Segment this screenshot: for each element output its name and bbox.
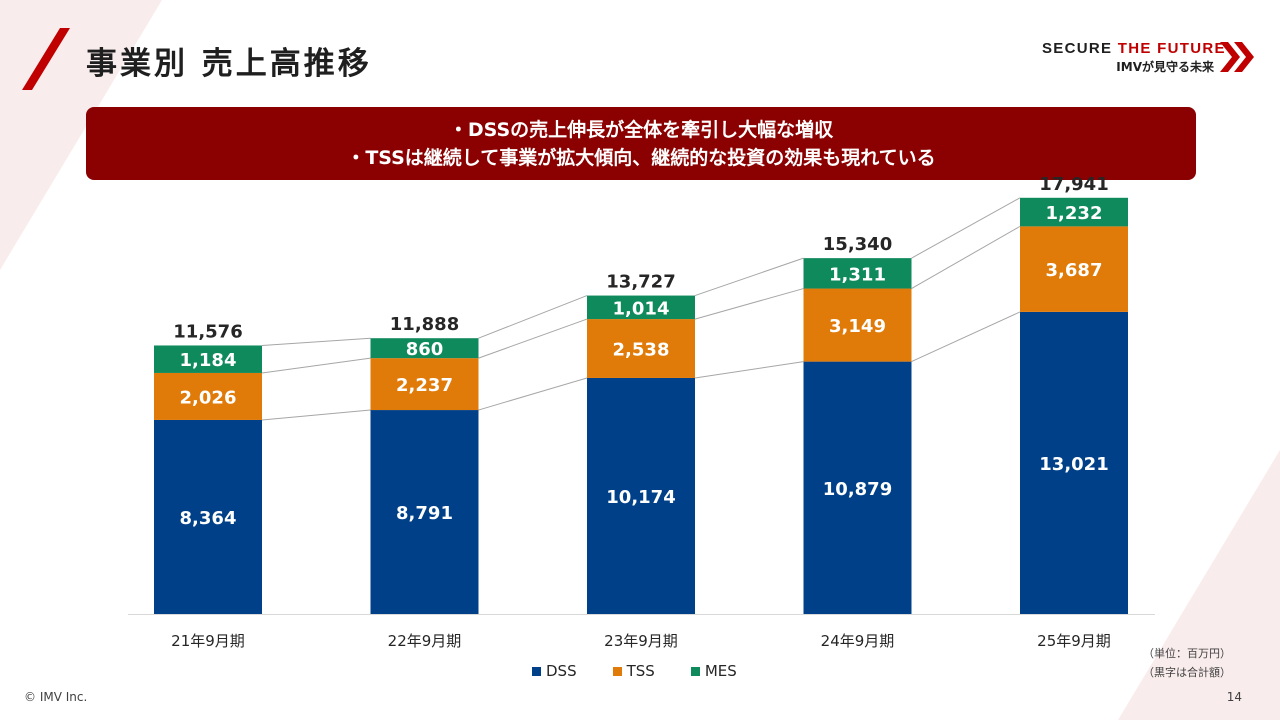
bar-mes-239	[587, 295, 695, 320]
double-chevron-icon	[1220, 42, 1254, 72]
data-label-tss-249: 3,149	[829, 316, 886, 337]
bar-tss-259	[1020, 226, 1128, 312]
data-label-mes-229: 860	[406, 339, 444, 360]
chart-legend: DSS TSS MES	[532, 662, 737, 680]
bar-dss-229	[370, 410, 479, 614]
legend-item-dss: DSS	[532, 662, 577, 680]
connector-line-mes-2	[478, 295, 588, 339]
connector-line-tss-4	[911, 225, 1021, 289]
data-label-tss-259: 3,687	[1046, 260, 1103, 281]
bar-tss-239	[587, 319, 695, 378]
connector-line-tss-1	[261, 357, 371, 374]
bar-dss-249	[803, 361, 912, 614]
title-accent-slash	[22, 28, 70, 90]
data-label-tss-239: 2,538	[613, 340, 670, 361]
unit-note: （単位：百万円） （黒字は合計額）	[1143, 644, 1231, 682]
summary-banner: ・DSSの売上伸長が全体を牽引し大幅な増収 ・TSSは継続して事業が拡大傾向、継…	[86, 107, 1196, 180]
connector-line-dss-1	[261, 409, 371, 421]
bar-mes-249	[803, 258, 912, 289]
data-label-tss-219: 2,026	[180, 387, 237, 408]
bar-dss-239	[587, 377, 695, 614]
legend-item-tss: TSS	[612, 662, 655, 680]
banner-line-1: ・DSSの売上伸長が全体を牽引し大幅な増収	[448, 118, 834, 141]
bar-mes-229	[370, 338, 479, 359]
legend-label-dss: DSS	[546, 662, 577, 680]
data-label-mes-219: 1,184	[180, 350, 237, 371]
data-label-mes-259: 1,232	[1046, 203, 1103, 224]
copyright: © IMV Inc.	[24, 690, 88, 704]
bar-tss-249	[803, 288, 912, 362]
x-tick-label-249: 24年9月期	[821, 632, 895, 650]
x-tick-label-229: 22年9月期	[388, 632, 462, 650]
connector-line-dss-4	[911, 311, 1021, 363]
x-tick-label-239: 23年9月期	[604, 632, 678, 650]
bar-dss-259	[1020, 311, 1128, 614]
legend-swatch-tss	[612, 666, 622, 676]
connector-line-mes-1	[261, 337, 371, 346]
banner-line-2: ・TSSは継続して事業が拡大傾向、継続的な投資の効果も現れている	[346, 146, 936, 169]
brand-slogan-main: SECURE	[1042, 40, 1113, 57]
total-label-259: 17,941	[1039, 174, 1108, 195]
connector-line-mes-4	[911, 197, 1021, 259]
legend-label-mes: MES	[704, 662, 737, 680]
legend-swatch-mes	[690, 666, 700, 676]
legend-swatch-dss	[532, 666, 541, 676]
unit-note-unit: （単位：百万円）	[1143, 647, 1231, 660]
page-title: 事業別 売上高推移	[86, 46, 372, 82]
total-label-249: 15,340	[823, 234, 892, 255]
data-label-dss-259: 13,021	[1039, 454, 1108, 475]
data-label-dss-249: 10,879	[823, 479, 892, 500]
total-label-229: 11,888	[390, 314, 459, 335]
brand-slogan: SECURE THE FUTURE	[1042, 40, 1226, 57]
x-tick-label-259: 25年9月期	[1037, 632, 1111, 650]
data-label-mes-239: 1,014	[613, 298, 670, 319]
page-number: 14	[1226, 690, 1242, 704]
legend-item-mes: MES	[690, 662, 737, 680]
data-label-dss-239: 10,174	[606, 487, 675, 508]
connector-line-mes-3	[694, 257, 804, 297]
connector-line-dss-3	[694, 361, 804, 379]
data-label-mes-249: 1,311	[829, 264, 886, 285]
data-label-dss-219: 8,364	[180, 508, 237, 529]
total-label-219: 11,576	[173, 321, 242, 342]
connector-line-tss-3	[694, 288, 804, 320]
brand-slogan-sub: IMVが見守る未来	[1116, 60, 1214, 74]
total-label-239: 13,727	[606, 272, 675, 293]
data-label-tss-229: 2,237	[396, 375, 453, 396]
data-label-dss-229: 8,791	[396, 503, 453, 524]
bar-dss-219	[154, 419, 262, 614]
bar-mes-219	[154, 345, 262, 373]
connector-line-tss-2	[478, 318, 588, 359]
connector-line-dss-2	[478, 377, 588, 411]
bar-tss-219	[154, 372, 262, 420]
x-tick-label-219: 21年9月期	[171, 632, 245, 650]
bar-tss-229	[370, 358, 479, 411]
brand-logo: SECURE THE FUTURE IMVが見守る未来	[1040, 38, 1258, 78]
brand-slogan-accent: THE FUTURE	[1117, 40, 1226, 57]
bar-mes-259	[1020, 197, 1128, 227]
legend-label-tss: TSS	[626, 662, 655, 680]
unit-note-total: （黒字は合計額）	[1143, 666, 1231, 679]
